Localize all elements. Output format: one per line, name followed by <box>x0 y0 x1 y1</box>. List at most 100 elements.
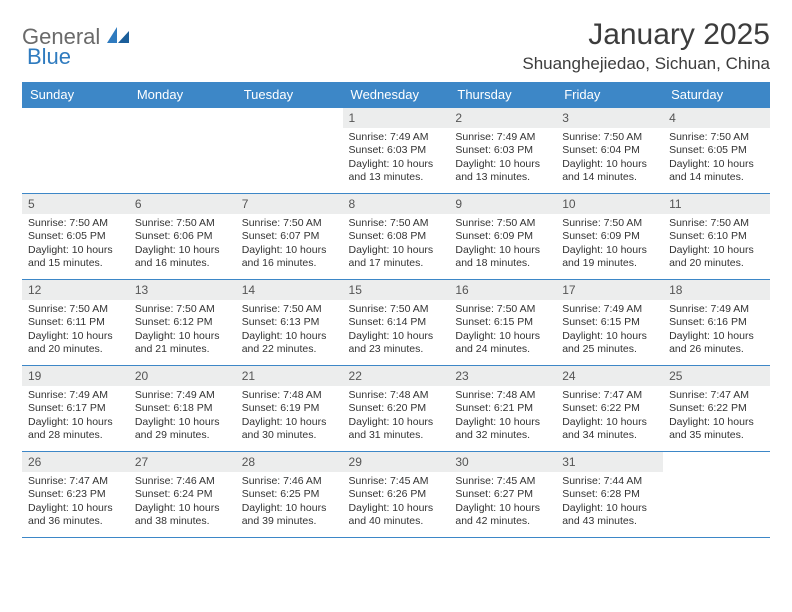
day-number: 24 <box>556 366 663 386</box>
day-content: Sunrise: 7:50 AMSunset: 6:09 PMDaylight:… <box>449 214 556 275</box>
day-number: 2 <box>449 108 556 128</box>
day-content: Sunrise: 7:44 AMSunset: 6:28 PMDaylight:… <box>556 472 663 533</box>
daylight-text: Daylight: 10 hours and 32 minutes. <box>455 416 550 443</box>
day-content: Sunrise: 7:47 AMSunset: 6:22 PMDaylight:… <box>556 386 663 447</box>
day-number: 30 <box>449 452 556 472</box>
sunrise-text: Sunrise: 7:49 AM <box>28 389 123 402</box>
day-cell: 29Sunrise: 7:45 AMSunset: 6:26 PMDayligh… <box>343 452 450 538</box>
sunset-text: Sunset: 6:19 PM <box>242 402 337 415</box>
day-number: 6 <box>129 194 236 214</box>
day-number: 4 <box>663 108 770 128</box>
brand-part2: Blue <box>27 44 71 70</box>
day-number: 3 <box>556 108 663 128</box>
daylight-text: Daylight: 10 hours and 39 minutes. <box>242 502 337 529</box>
day-content: Sunrise: 7:50 AMSunset: 6:11 PMDaylight:… <box>22 300 129 361</box>
sunset-text: Sunset: 6:05 PM <box>28 230 123 243</box>
day-cell: 5Sunrise: 7:50 AMSunset: 6:05 PMDaylight… <box>22 194 129 280</box>
sunrise-text: Sunrise: 7:47 AM <box>28 475 123 488</box>
day-content: Sunrise: 7:50 AMSunset: 6:05 PMDaylight:… <box>22 214 129 275</box>
day-cell: 17Sunrise: 7:49 AMSunset: 6:15 PMDayligh… <box>556 280 663 366</box>
day-number: 1 <box>343 108 450 128</box>
day-header: Tuesday <box>236 82 343 108</box>
day-header: Thursday <box>449 82 556 108</box>
sunset-text: Sunset: 6:27 PM <box>455 488 550 501</box>
sunset-text: Sunset: 6:07 PM <box>242 230 337 243</box>
day-content: Sunrise: 7:45 AMSunset: 6:26 PMDaylight:… <box>343 472 450 533</box>
sunset-text: Sunset: 6:13 PM <box>242 316 337 329</box>
day-cell: 12Sunrise: 7:50 AMSunset: 6:11 PMDayligh… <box>22 280 129 366</box>
day-content: Sunrise: 7:45 AMSunset: 6:27 PMDaylight:… <box>449 472 556 533</box>
day-number: 22 <box>343 366 450 386</box>
day-cell: 20Sunrise: 7:49 AMSunset: 6:18 PMDayligh… <box>129 366 236 452</box>
sunset-text: Sunset: 6:26 PM <box>349 488 444 501</box>
daylight-text: Daylight: 10 hours and 28 minutes. <box>28 416 123 443</box>
day-number: 25 <box>663 366 770 386</box>
daylight-text: Daylight: 10 hours and 30 minutes. <box>242 416 337 443</box>
day-number: 10 <box>556 194 663 214</box>
sunset-text: Sunset: 6:22 PM <box>669 402 764 415</box>
day-header: Saturday <box>663 82 770 108</box>
day-header-row: SundayMondayTuesdayWednesdayThursdayFrid… <box>22 82 770 108</box>
day-number: 15 <box>343 280 450 300</box>
day-cell: 26Sunrise: 7:47 AMSunset: 6:23 PMDayligh… <box>22 452 129 538</box>
day-number: 11 <box>663 194 770 214</box>
day-cell: 19Sunrise: 7:49 AMSunset: 6:17 PMDayligh… <box>22 366 129 452</box>
day-content: Sunrise: 7:50 AMSunset: 6:07 PMDaylight:… <box>236 214 343 275</box>
sunrise-text: Sunrise: 7:49 AM <box>349 131 444 144</box>
sunrise-text: Sunrise: 7:44 AM <box>562 475 657 488</box>
daylight-text: Daylight: 10 hours and 31 minutes. <box>349 416 444 443</box>
day-cell: 9Sunrise: 7:50 AMSunset: 6:09 PMDaylight… <box>449 194 556 280</box>
sunset-text: Sunset: 6:03 PM <box>455 144 550 157</box>
day-content: Sunrise: 7:47 AMSunset: 6:23 PMDaylight:… <box>22 472 129 533</box>
sunrise-text: Sunrise: 7:46 AM <box>135 475 230 488</box>
day-cell: 28Sunrise: 7:46 AMSunset: 6:25 PMDayligh… <box>236 452 343 538</box>
day-cell: 11Sunrise: 7:50 AMSunset: 6:10 PMDayligh… <box>663 194 770 280</box>
day-content: Sunrise: 7:50 AMSunset: 6:14 PMDaylight:… <box>343 300 450 361</box>
sunset-text: Sunset: 6:09 PM <box>455 230 550 243</box>
sunset-text: Sunset: 6:12 PM <box>135 316 230 329</box>
day-number: 31 <box>556 452 663 472</box>
sunrise-text: Sunrise: 7:50 AM <box>135 303 230 316</box>
sunrise-text: Sunrise: 7:49 AM <box>455 131 550 144</box>
calendar-table: SundayMondayTuesdayWednesdayThursdayFrid… <box>22 82 770 538</box>
sunrise-text: Sunrise: 7:50 AM <box>28 303 123 316</box>
day-number: 21 <box>236 366 343 386</box>
sunset-text: Sunset: 6:10 PM <box>669 230 764 243</box>
daylight-text: Daylight: 10 hours and 17 minutes. <box>349 244 444 271</box>
day-cell: 4Sunrise: 7:50 AMSunset: 6:05 PMDaylight… <box>663 108 770 194</box>
week-row: 19Sunrise: 7:49 AMSunset: 6:17 PMDayligh… <box>22 366 770 452</box>
daylight-text: Daylight: 10 hours and 43 minutes. <box>562 502 657 529</box>
day-number: 26 <box>22 452 129 472</box>
sunset-text: Sunset: 6:17 PM <box>28 402 123 415</box>
day-number: 13 <box>129 280 236 300</box>
sunset-text: Sunset: 6:08 PM <box>349 230 444 243</box>
daylight-text: Daylight: 10 hours and 26 minutes. <box>669 330 764 357</box>
day-content: Sunrise: 7:48 AMSunset: 6:21 PMDaylight:… <box>449 386 556 447</box>
day-cell <box>129 108 236 194</box>
daylight-text: Daylight: 10 hours and 18 minutes. <box>455 244 550 271</box>
day-content: Sunrise: 7:50 AMSunset: 6:15 PMDaylight:… <box>449 300 556 361</box>
day-number: 27 <box>129 452 236 472</box>
sunrise-text: Sunrise: 7:50 AM <box>455 217 550 230</box>
day-number: 28 <box>236 452 343 472</box>
day-content: Sunrise: 7:49 AMSunset: 6:17 PMDaylight:… <box>22 386 129 447</box>
day-cell <box>236 108 343 194</box>
day-cell: 31Sunrise: 7:44 AMSunset: 6:28 PMDayligh… <box>556 452 663 538</box>
day-number: 14 <box>236 280 343 300</box>
week-row: 5Sunrise: 7:50 AMSunset: 6:05 PMDaylight… <box>22 194 770 280</box>
sunrise-text: Sunrise: 7:50 AM <box>135 217 230 230</box>
day-content: Sunrise: 7:46 AMSunset: 6:25 PMDaylight:… <box>236 472 343 533</box>
daylight-text: Daylight: 10 hours and 16 minutes. <box>135 244 230 271</box>
daylight-text: Daylight: 10 hours and 14 minutes. <box>669 158 764 185</box>
day-content: Sunrise: 7:48 AMSunset: 6:20 PMDaylight:… <box>343 386 450 447</box>
day-content: Sunrise: 7:50 AMSunset: 6:09 PMDaylight:… <box>556 214 663 275</box>
daylight-text: Daylight: 10 hours and 36 minutes. <box>28 502 123 529</box>
day-cell: 23Sunrise: 7:48 AMSunset: 6:21 PMDayligh… <box>449 366 556 452</box>
day-cell: 18Sunrise: 7:49 AMSunset: 6:16 PMDayligh… <box>663 280 770 366</box>
daylight-text: Daylight: 10 hours and 13 minutes. <box>455 158 550 185</box>
daylight-text: Daylight: 10 hours and 21 minutes. <box>135 330 230 357</box>
sunrise-text: Sunrise: 7:50 AM <box>562 131 657 144</box>
day-content: Sunrise: 7:49 AMSunset: 6:16 PMDaylight:… <box>663 300 770 361</box>
day-cell: 21Sunrise: 7:48 AMSunset: 6:19 PMDayligh… <box>236 366 343 452</box>
day-cell: 16Sunrise: 7:50 AMSunset: 6:15 PMDayligh… <box>449 280 556 366</box>
